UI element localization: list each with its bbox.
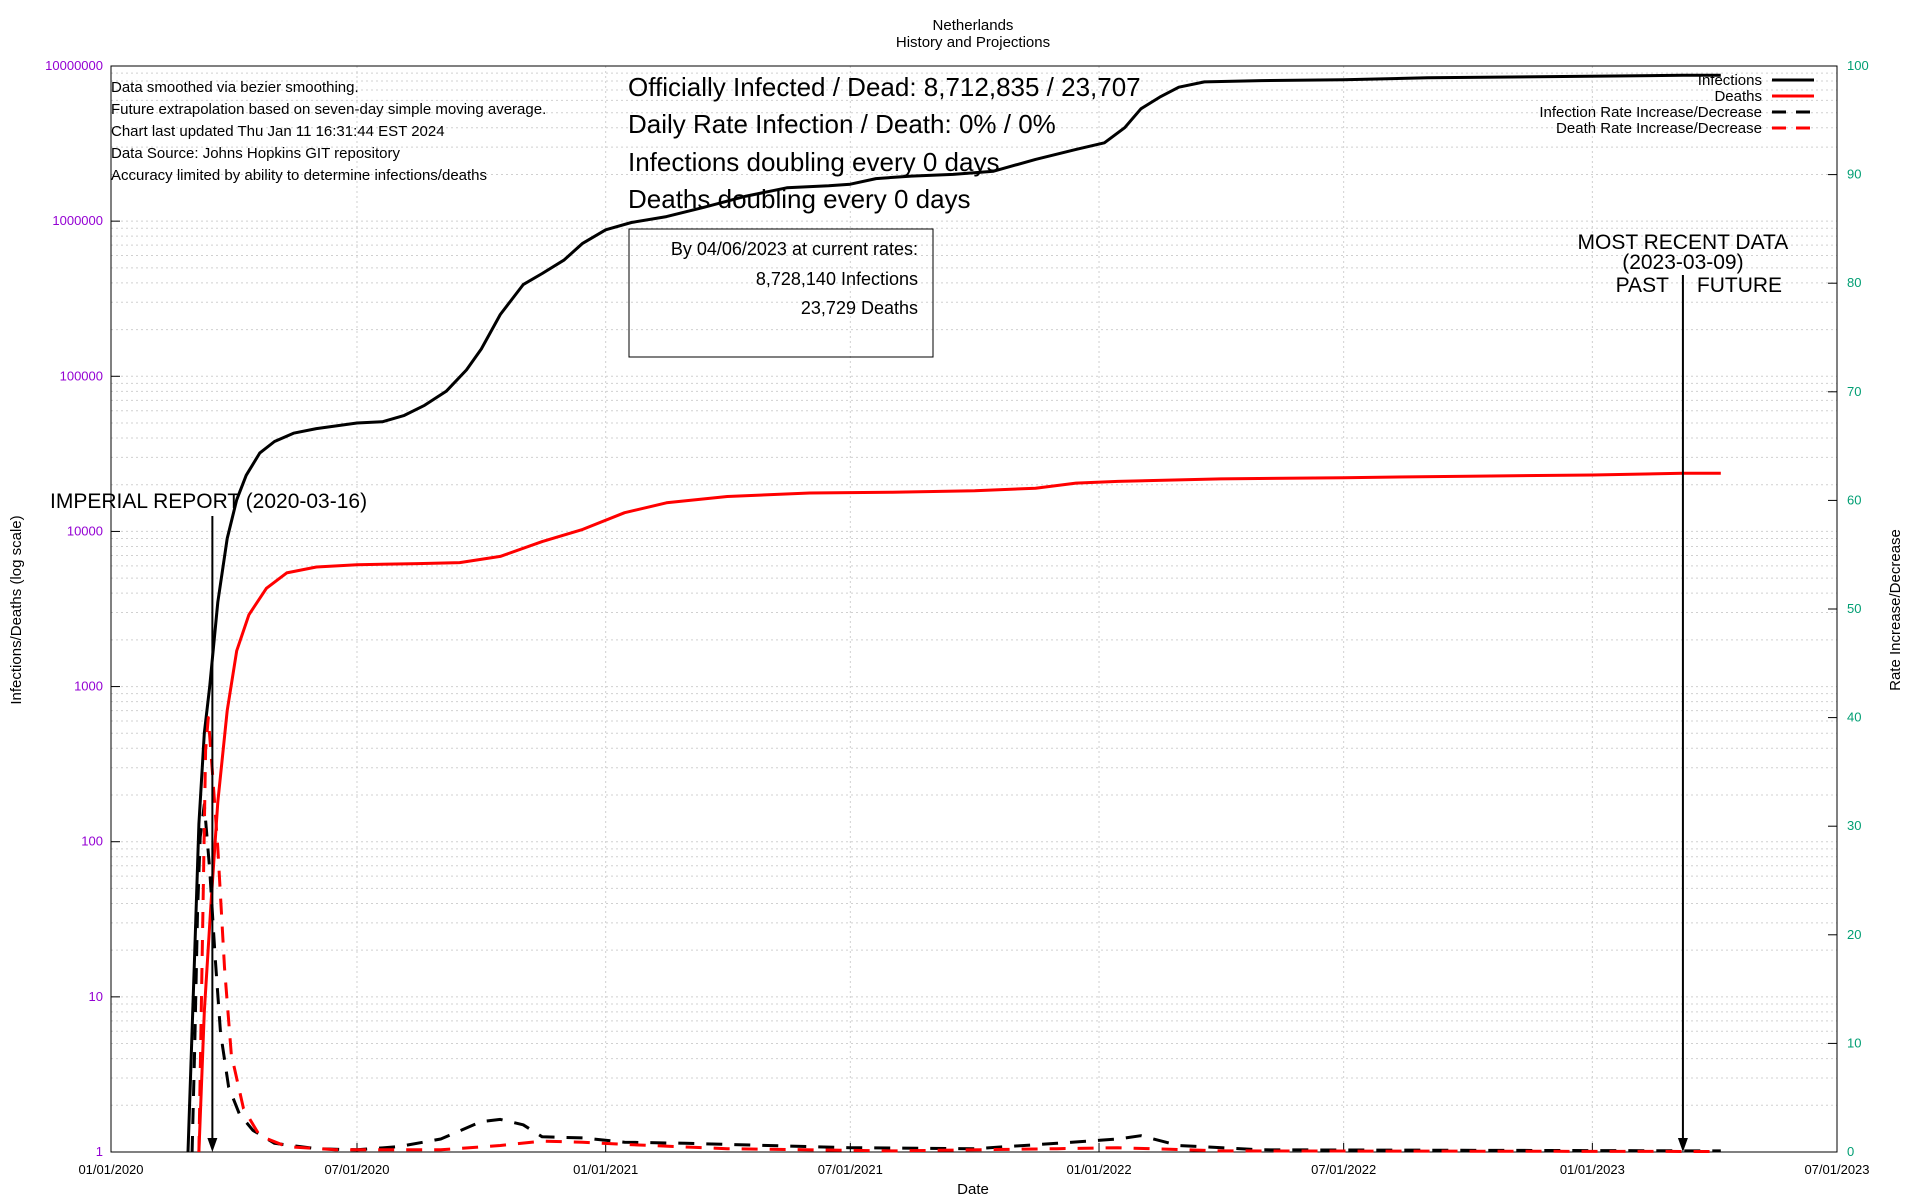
y-tick-label: 10000 <box>67 523 103 538</box>
x-tick-label: 07/01/2022 <box>1311 1162 1376 1177</box>
past-label: PAST <box>1616 274 1669 297</box>
y2-tick-label: 50 <box>1847 601 1861 616</box>
x-tick-label: 01/01/2021 <box>573 1162 638 1177</box>
y2-tick-label: 100 <box>1847 58 1869 73</box>
y2-tick-label: 0 <box>1847 1144 1854 1159</box>
note-line: Data Source: Johns Hopkins GIT repositor… <box>111 145 401 162</box>
imperial-report-annotation: IMPERIAL REPORT (2020-03-16) <box>50 490 367 1152</box>
projection-box: By 04/06/2023 at current rates: 8,728,14… <box>628 228 934 358</box>
y2-tick-label: 70 <box>1847 384 1861 399</box>
most-recent-annotation: MOST RECENT DATA (2023-03-09) PAST FUTUR… <box>1578 231 1789 1152</box>
y2-tick-label: 40 <box>1847 710 1861 725</box>
note-line: Chart last updated Thu Jan 11 16:31:44 E… <box>111 123 445 140</box>
x-tick-label: 01/01/2023 <box>1560 1162 1625 1177</box>
most-recent-date: (2023-03-09) <box>1622 251 1743 274</box>
x-tick-label: 01/01/2022 <box>1066 1162 1131 1177</box>
notes-block: Data smoothed via bezier smoothing. Futu… <box>111 79 546 184</box>
series-layer <box>186 73 1721 1153</box>
legend-label: Death Rate Increase/Decrease <box>1556 120 1762 137</box>
note-line: Accuracy limited by ability to determine… <box>111 167 487 184</box>
y2-tick-label: 80 <box>1847 275 1861 290</box>
y-tick-label: 100 <box>81 834 103 849</box>
ticks-layer: 1 10 100 1000 10000 100000 1000000 10000000 0 10 2… <box>45 58 1869 1177</box>
y-tick-label: 10000000 <box>45 58 103 73</box>
projection-box-frame <box>628 228 934 358</box>
projection-line: 23,729 Deaths <box>801 298 918 318</box>
projection-line: 8,728,140 Infections <box>756 269 918 289</box>
x-tick-label: 07/01/2020 <box>324 1162 389 1177</box>
y2-tick-label: 20 <box>1847 927 1861 942</box>
note-line: Data smoothed via bezier smoothing. <box>111 79 359 96</box>
series-line-3 <box>197 716 1721 1153</box>
headline-line: Infections doubling every 0 days <box>628 147 999 177</box>
headline-line: Daily Rate Infection / Death: 0% / 0% <box>628 109 1056 139</box>
legend-label: Infection Rate Increase/Decrease <box>1539 104 1762 121</box>
note-line: Future extrapolation based on seven-day … <box>111 101 546 118</box>
y2-axis-label: Rate Increase/Decrease <box>1887 529 1904 691</box>
y-tick-label: 1000000 <box>52 213 103 228</box>
future-label: FUTURE <box>1697 274 1782 297</box>
legend-label: Deaths <box>1714 88 1762 105</box>
series-line-2 <box>190 803 1721 1153</box>
x-tick-label: 07/01/2023 <box>1804 1162 1869 1177</box>
imperial-report-arrowhead <box>207 1138 218 1152</box>
headline-line: Deaths doubling every 0 days <box>628 184 971 214</box>
legend-label: Infections <box>1698 72 1762 89</box>
y-tick-label: 100000 <box>60 368 103 383</box>
series-line-1 <box>197 471 1721 1153</box>
series-line-0 <box>186 73 1721 1153</box>
y-tick-label: 1 <box>96 1144 103 1159</box>
y2-tick-label: 10 <box>1847 1035 1861 1050</box>
x-tick-label: 07/01/2021 <box>818 1162 883 1177</box>
y-tick-label: 10 <box>89 989 103 1004</box>
y-tick-label: 1000 <box>74 679 103 694</box>
y2-tick-label: 60 <box>1847 492 1861 507</box>
most-recent-arrowhead <box>1677 1138 1688 1152</box>
chart-title: Netherlands <box>933 17 1014 34</box>
legend: Infections Deaths Infection Rate Increas… <box>1539 72 1814 137</box>
x-axis-label: Date <box>957 1181 989 1198</box>
most-recent-label: MOST RECENT DATA <box>1578 231 1789 254</box>
y2-tick-label: 30 <box>1847 818 1861 833</box>
imperial-report-label: IMPERIAL REPORT (2020-03-16) <box>50 490 367 513</box>
headline-line: Officially Infected / Dead: 8,712,835 / … <box>628 72 1141 102</box>
y2-tick-label: 90 <box>1847 167 1861 182</box>
projection-line: By 04/06/2023 at current rates: <box>671 239 918 259</box>
y-axis-label: Infections/Deaths (log scale) <box>8 515 25 704</box>
chart-subtitle: History and Projections <box>896 34 1050 51</box>
x-tick-label: 01/01/2020 <box>78 1162 143 1177</box>
headline-block: Officially Infected / Dead: 8,712,835 / … <box>628 72 1141 214</box>
